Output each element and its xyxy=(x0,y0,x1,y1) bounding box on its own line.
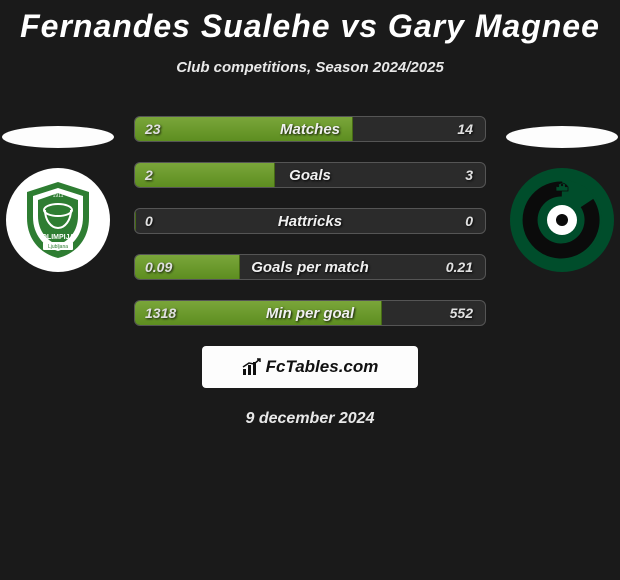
stat-fill-left xyxy=(135,117,353,141)
stat-value-right: 14 xyxy=(457,117,473,141)
stat-value-right: 0 xyxy=(465,209,473,233)
cercle-badge-icon xyxy=(519,177,605,263)
stat-row: 23 Matches 14 xyxy=(134,116,486,142)
page-subtitle: Club competitions, Season 2024/2025 xyxy=(0,59,620,76)
stat-value-left: 0.09 xyxy=(145,255,172,279)
left-player-block: OLIMPIJA Ljubljana 1911 xyxy=(2,126,114,272)
stat-value-left: 23 xyxy=(145,117,161,141)
svg-text:1911: 1911 xyxy=(53,193,64,199)
stat-value-left: 2 xyxy=(145,163,153,187)
stat-value-left: 0 xyxy=(145,209,153,233)
stat-fill-left xyxy=(135,163,275,187)
stat-value-left: 1318 xyxy=(145,301,176,325)
player-ellipse-right xyxy=(506,126,618,148)
svg-text:OLIMPIJA: OLIMPIJA xyxy=(41,234,74,241)
left-club-badge: OLIMPIJA Ljubljana 1911 xyxy=(6,168,110,272)
stat-value-right: 3 xyxy=(465,163,473,187)
olimpija-badge-icon: OLIMPIJA Ljubljana 1911 xyxy=(23,180,93,260)
stats-container: 23 Matches 14 2 Goals 3 0 Hattricks 0 0.… xyxy=(134,116,486,326)
chart-icon xyxy=(242,358,262,376)
brand-badge[interactable]: FcTables.com xyxy=(202,346,418,388)
stat-label: Hattricks xyxy=(135,209,485,233)
stat-fill-left xyxy=(135,209,136,233)
stat-value-right: 552 xyxy=(450,301,473,325)
stat-value-right: 0.21 xyxy=(446,255,473,279)
right-player-block xyxy=(506,126,618,272)
player-ellipse-left xyxy=(2,126,114,148)
generated-date: 9 december 2024 xyxy=(0,410,620,428)
stat-row: 0 Hattricks 0 xyxy=(134,208,486,234)
right-club-badge xyxy=(510,168,614,272)
brand-text: FcTables.com xyxy=(266,357,379,377)
stat-row: 0.09 Goals per match 0.21 xyxy=(134,254,486,280)
page-title: Fernandes Sualehe vs Gary Magnee xyxy=(0,0,620,45)
stat-row: 1318 Min per goal 552 xyxy=(134,300,486,326)
svg-text:Ljubljana: Ljubljana xyxy=(48,244,68,250)
stat-row: 2 Goals 3 xyxy=(134,162,486,188)
